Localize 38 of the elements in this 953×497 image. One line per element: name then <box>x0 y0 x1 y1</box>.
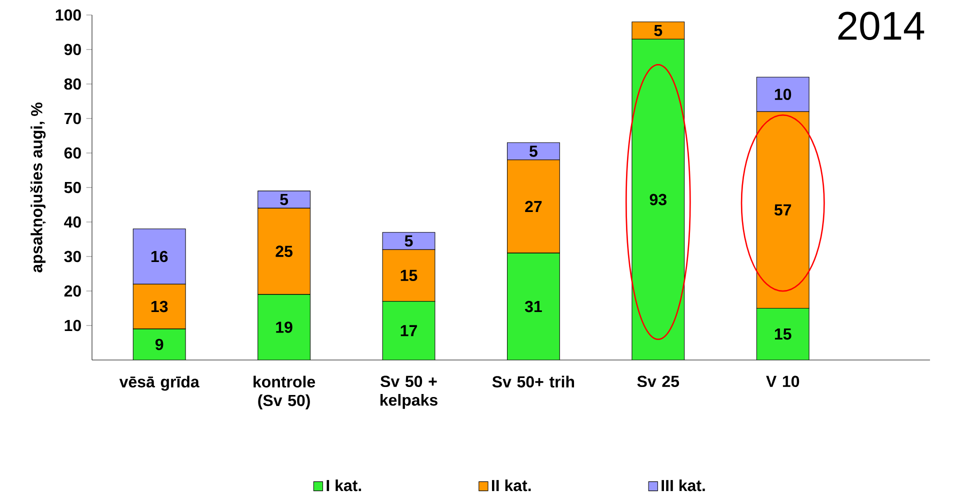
data-label: 31 <box>524 300 542 312</box>
y-tick-label: 70 <box>64 112 81 124</box>
data-label: 25 <box>276 246 292 257</box>
data-label: 10 <box>774 88 792 100</box>
legend-label: III kat. <box>662 479 705 492</box>
data-label: 9 <box>155 338 164 350</box>
data-label: 27 <box>525 200 542 212</box>
data-label: 5 <box>654 24 662 36</box>
data-label: 16 <box>151 250 168 262</box>
x-tick-label: kontrole (Sv 50) <box>254 376 316 410</box>
data-label: 5 <box>530 146 538 157</box>
data-label: 5 <box>280 194 288 206</box>
data-label: 13 <box>151 300 168 312</box>
data-label: 15 <box>400 270 418 282</box>
y-tick-label: 100 <box>56 9 81 21</box>
x-tick-label: Sv 25 <box>637 376 680 388</box>
y-tick-label: 30 <box>64 250 81 262</box>
data-label: 57 <box>774 204 792 216</box>
x-tick-label: V 10 <box>766 376 800 388</box>
chart-title: 2014 <box>838 12 924 40</box>
y-tick-label: 80 <box>64 78 81 90</box>
data-label: 15 <box>774 328 792 340</box>
legend-label: II kat. <box>492 479 531 492</box>
y-tick-label: 60 <box>64 147 81 159</box>
x-tick-label: Sv 50+ trih <box>492 376 574 388</box>
y-tick-label: 40 <box>64 216 81 228</box>
y-tick-label: 20 <box>64 285 81 297</box>
data-label: 19 <box>276 322 292 333</box>
x-tick-label: Sv 50 + kelpaks <box>380 376 438 409</box>
y-tick-label: 50 <box>64 182 81 194</box>
y-tick-label: 10 <box>64 320 81 332</box>
y-axis-title: apsakņojušies augi, % <box>30 102 46 272</box>
legend-label: I kat. <box>326 479 362 492</box>
data-label: 17 <box>400 325 417 336</box>
data-label: 93 <box>650 194 666 206</box>
y-tick-label: 90 <box>64 44 81 56</box>
data-label: 5 <box>404 235 413 247</box>
x-tick-label: vēsā grīda <box>119 376 200 391</box>
